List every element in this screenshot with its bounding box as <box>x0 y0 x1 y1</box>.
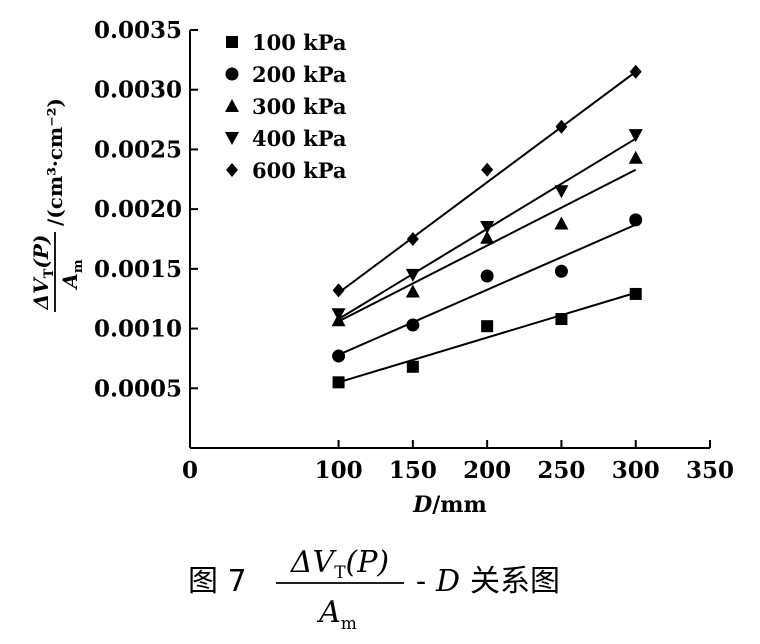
x-tick-label: 0 <box>182 457 198 484</box>
data-point <box>480 269 494 283</box>
fit-line-1 <box>338 291 637 384</box>
y-tick-label: 0.0020 <box>94 196 182 223</box>
x-tick-label: 150 <box>389 457 437 484</box>
data-point <box>406 318 420 332</box>
data-point <box>555 313 568 326</box>
svg-text:Am: Am <box>316 595 357 634</box>
data-point <box>555 119 568 134</box>
data-point <box>332 283 345 298</box>
data-point <box>481 320 494 333</box>
data-point <box>629 287 642 300</box>
x-tick-label: 100 <box>315 457 363 484</box>
y-tick-label: 0.0025 <box>94 136 182 163</box>
y-tick-label: 0.0035 <box>94 17 182 44</box>
data-point <box>406 360 419 373</box>
x-axis-label: D/mm <box>412 492 487 518</box>
legend-entry: 100 kPa <box>252 30 347 55</box>
data-point <box>481 162 494 177</box>
legend-marker <box>225 67 239 81</box>
figure-caption: 图 7 ΔVT(P) Am - D 关系图 <box>188 545 560 634</box>
data-point <box>554 216 569 230</box>
x-tick-label: 350 <box>686 457 734 484</box>
x-tick-label: 250 <box>537 457 585 484</box>
legend-entry: 200 kPa <box>252 62 347 87</box>
ticks: 0 100 150 200 250 300 350 0.0005 0.0010 0.0015 0.0… <box>94 17 734 484</box>
legend-marker <box>226 163 238 177</box>
fit-line-2 <box>338 223 637 356</box>
svg-text:ΔVT(P): ΔVT(P) <box>29 235 57 311</box>
svg-text:D: D <box>435 564 460 599</box>
legend-marker <box>226 36 238 48</box>
legend-marker <box>225 99 239 112</box>
data-point <box>405 284 420 298</box>
svg-text:/(cm³·cm⁻²): /(cm³·cm⁻²) <box>43 98 67 226</box>
data-point <box>332 376 345 389</box>
data-point <box>480 221 495 235</box>
data-point <box>480 230 495 244</box>
legend-entry: 400 kPa <box>252 126 347 151</box>
data-point <box>332 349 346 363</box>
data-points <box>331 64 643 389</box>
svg-text:关系图: 关系图 <box>470 564 560 599</box>
legend-marker <box>225 132 239 145</box>
data-point <box>554 264 568 278</box>
svg-text:ΔVT(P): ΔVT(P) <box>290 545 389 583</box>
y-tick-label: 0.0010 <box>94 316 182 343</box>
y-tick-label: 0.0005 <box>94 375 182 402</box>
data-point <box>331 308 346 322</box>
data-point <box>628 150 643 164</box>
x-tick-label: 200 <box>463 457 511 484</box>
fit-line-3 <box>338 168 637 323</box>
legend: 100 kPa 200 kPa 300 kPa 400 kPa 600 kPa <box>225 30 347 183</box>
svg-text:Am: Am <box>58 259 86 291</box>
x-tick-label: 300 <box>612 457 660 484</box>
svg-text:图 7: 图 7 <box>188 564 247 599</box>
y-tick-label: 0.0015 <box>94 256 182 283</box>
data-point <box>406 232 419 246</box>
data-point <box>629 213 643 227</box>
axes <box>189 30 710 449</box>
data-point <box>405 268 420 282</box>
y-tick-label: 0.0030 <box>94 77 182 104</box>
data-point <box>629 64 642 79</box>
svg-text:-: - <box>416 564 426 599</box>
legend-entry: 600 kPa <box>252 158 347 183</box>
fit-line-5 <box>337 70 637 294</box>
legend-entry: 300 kPa <box>252 94 347 119</box>
data-point <box>628 129 643 143</box>
y-axis-label: ΔVT(P) Am /(cm³·cm⁻²) <box>29 98 86 312</box>
data-point <box>554 185 569 199</box>
